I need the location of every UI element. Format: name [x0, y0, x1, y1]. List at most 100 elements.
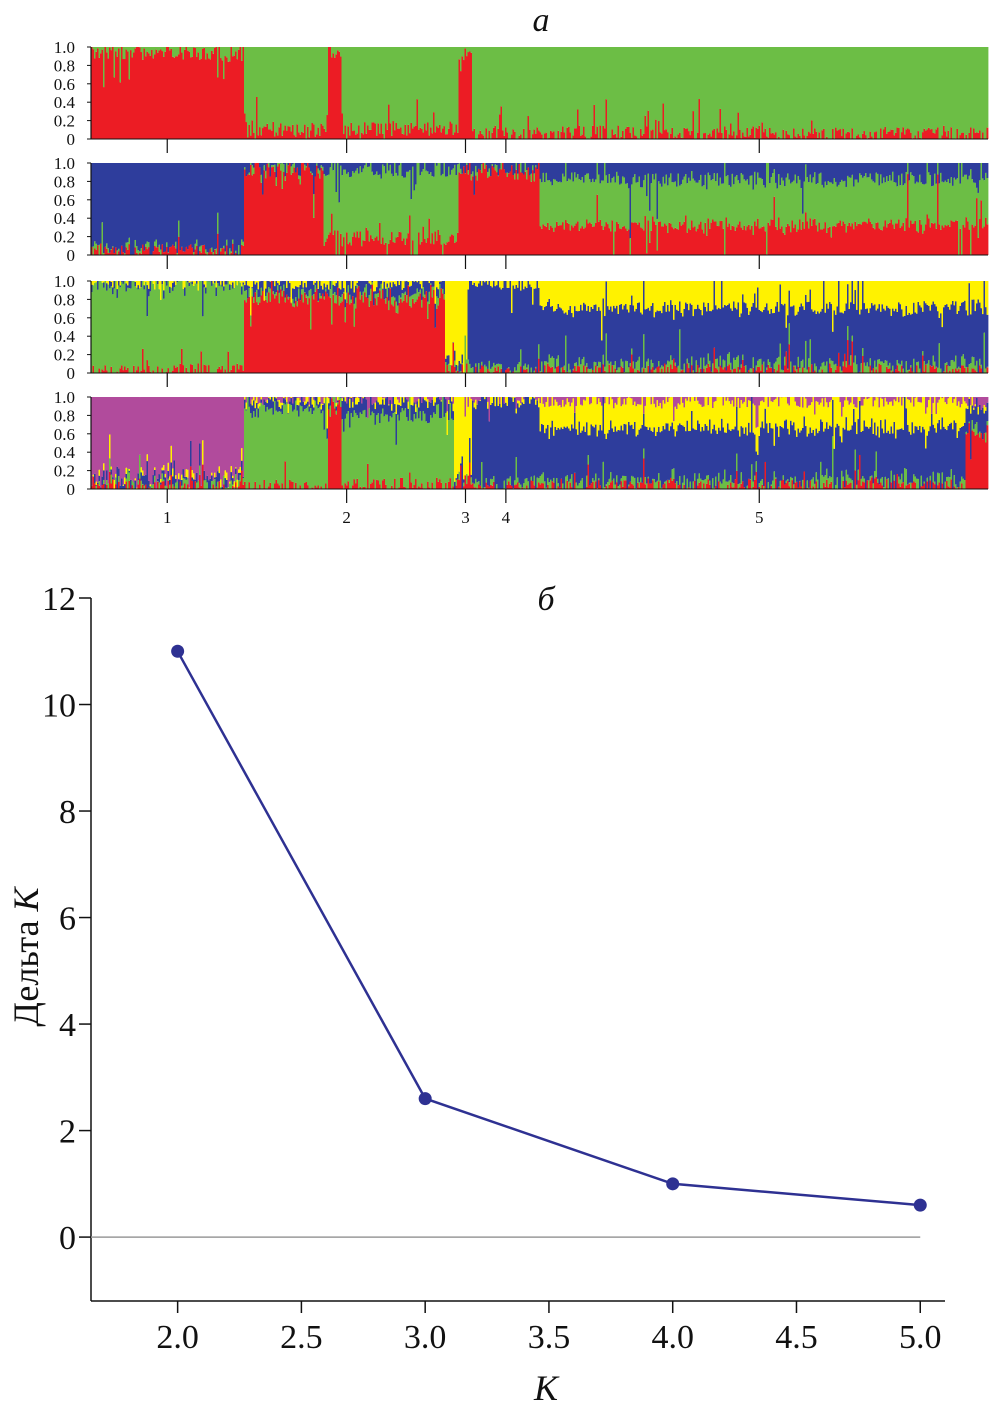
membership-bar	[242, 163, 245, 242]
membership-bar	[973, 163, 975, 183]
membership-bar	[500, 289, 503, 365]
membership-bar	[242, 370, 245, 373]
membership-bar	[103, 370, 105, 373]
membership-bar	[197, 363, 200, 373]
membership-bar	[341, 294, 344, 302]
membership-bar	[169, 479, 171, 485]
membership-bar	[298, 47, 300, 133]
membership-bar	[793, 228, 795, 255]
membership-bar	[775, 182, 777, 227]
membership-bar	[628, 229, 630, 255]
membership-bar	[584, 175, 587, 228]
membership-bar	[662, 305, 665, 367]
membership-bar	[274, 298, 276, 373]
membership-bar	[506, 287, 509, 369]
membership-bar	[334, 292, 336, 304]
membership-bar	[769, 163, 771, 184]
membership-bar	[829, 47, 831, 139]
membership-bar	[391, 163, 393, 174]
membership-bar	[772, 173, 774, 220]
membership-bar	[722, 163, 725, 184]
membership-bar	[437, 230, 440, 255]
membership-bar	[154, 475, 156, 483]
membership-bar	[176, 252, 179, 255]
membership-bar	[425, 47, 428, 131]
membership-bar	[454, 242, 456, 255]
membership-bar	[941, 47, 944, 136]
membership-bar	[817, 163, 819, 184]
membership-bar	[736, 135, 738, 139]
membership-bar	[436, 47, 438, 127]
membership-bar	[646, 281, 648, 310]
membership-bar	[586, 219, 588, 255]
membership-bar	[284, 297, 287, 303]
membership-bar	[931, 129, 933, 139]
membership-bar	[763, 185, 765, 227]
membership-bar	[566, 281, 569, 315]
membership-bar	[518, 163, 521, 164]
membership-bar	[767, 364, 770, 373]
membership-bar	[583, 365, 585, 373]
membership-bar	[205, 47, 207, 60]
membership-bar	[290, 281, 293, 303]
membership-bar	[664, 301, 666, 364]
membership-bar	[184, 483, 186, 489]
membership-bar	[944, 363, 947, 373]
membership-bar	[236, 281, 239, 286]
membership-bar	[727, 175, 729, 227]
membership-bar	[205, 253, 207, 255]
membership-bar	[488, 163, 491, 169]
membership-bar	[565, 281, 567, 313]
membership-bar	[554, 227, 557, 255]
membership-bar	[841, 163, 843, 180]
membership-bar	[215, 486, 218, 489]
membership-bar	[176, 163, 179, 253]
membership-bar	[143, 397, 146, 476]
membership-bar	[359, 291, 362, 300]
membership-bar	[152, 163, 155, 252]
membership-bar	[842, 128, 845, 139]
membership-bar	[149, 163, 152, 255]
membership-bar	[845, 367, 848, 373]
membership-bar	[946, 163, 948, 183]
membership-bar	[94, 241, 96, 249]
membership-bar	[871, 281, 873, 304]
membership-bar	[973, 182, 975, 228]
membership-bar	[92, 285, 95, 366]
membership-bar	[494, 125, 497, 139]
membership-bar	[707, 363, 710, 373]
membership-bar	[686, 163, 689, 184]
membership-bar	[892, 224, 894, 255]
membership-bar	[155, 281, 158, 373]
membership-bar	[209, 397, 212, 479]
membership-bar	[193, 397, 195, 474]
membership-bar	[511, 47, 513, 135]
membership-bar	[259, 167, 261, 255]
membership-bar	[842, 366, 845, 373]
membership-bar	[325, 291, 327, 373]
membership-bar	[911, 47, 914, 139]
membership-bar	[221, 163, 224, 249]
membership-bar	[172, 397, 174, 469]
membership-bar	[92, 281, 95, 286]
membership-bar	[644, 281, 647, 310]
membership-bar	[173, 246, 176, 255]
membership-bar	[124, 397, 126, 478]
membership-bar	[496, 163, 498, 166]
membership-bar	[353, 163, 356, 173]
membership-bar	[869, 47, 872, 132]
membership-bar	[979, 365, 981, 373]
membership-bar	[715, 181, 717, 222]
membership-bar	[190, 244, 192, 255]
membership-bar	[536, 281, 539, 373]
membership-bar	[251, 175, 254, 255]
membership-bar	[608, 309, 611, 364]
membership-bar	[928, 163, 930, 173]
membership-bar	[614, 368, 617, 373]
membership-bar	[889, 47, 891, 132]
membership-bar	[214, 47, 216, 48]
membership-bar	[698, 281, 701, 309]
membership-bar	[452, 281, 455, 343]
membership-bar	[860, 281, 863, 310]
membership-bar	[596, 47, 599, 127]
